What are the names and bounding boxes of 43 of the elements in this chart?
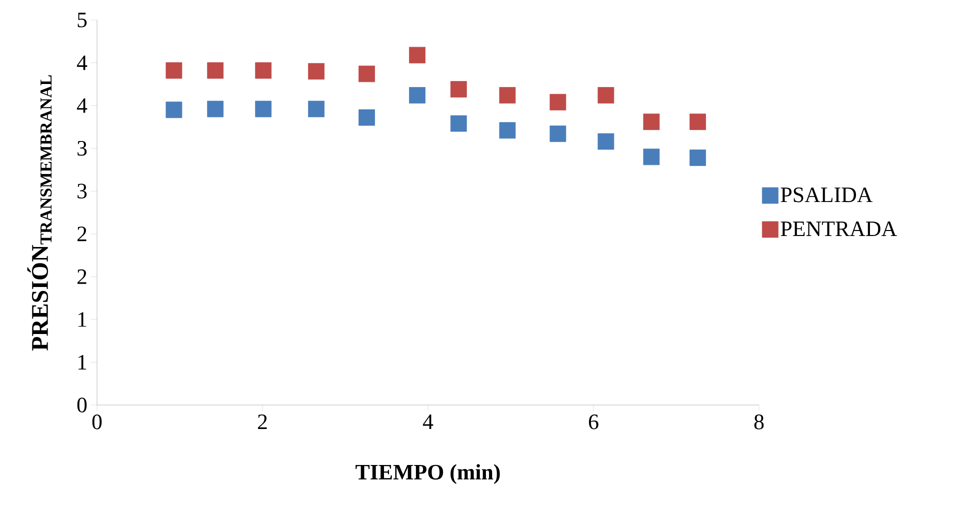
y-tick-label: 4 (76, 56, 88, 70)
point (308, 100, 324, 118)
point (598, 87, 614, 104)
point (207, 62, 224, 79)
point (409, 46, 426, 64)
point (207, 100, 224, 118)
point (255, 62, 272, 79)
point (358, 66, 375, 82)
point (690, 150, 706, 166)
y-tick-label: 3 (78, 140, 87, 156)
x-tick-label: 2 (258, 414, 267, 430)
x-axis-title: TIEMPO (min) (356, 464, 500, 484)
legend-label: PSALIDA (780, 188, 873, 202)
point (598, 133, 614, 150)
y-tick-label: 0 (77, 398, 87, 412)
y-tick-label: 2 (77, 269, 86, 284)
point (643, 114, 660, 130)
point (550, 94, 566, 110)
point (358, 109, 375, 126)
x-tick-label: 0 (92, 414, 102, 430)
y-tick-label: 5 (78, 12, 87, 28)
point (499, 87, 516, 104)
y-tick-label: 4 (76, 98, 88, 113)
y-tick-label: 1 (78, 312, 86, 327)
point (255, 100, 272, 118)
x-tick-label: 8 (754, 414, 764, 430)
point (550, 126, 566, 142)
point (409, 87, 426, 104)
x-tick-label: 6 (588, 414, 598, 430)
x-tick-label: 4 (422, 414, 434, 429)
point (166, 62, 182, 79)
point (499, 122, 516, 139)
point (643, 148, 660, 166)
y-tick-label: 2 (77, 226, 86, 242)
point (450, 81, 467, 98)
point (308, 63, 324, 80)
legend-label: PENTRADA (780, 222, 897, 236)
point (690, 114, 706, 130)
y-tick-label: 1 (78, 354, 86, 370)
y-axis-title: $\textbf{PRESIÓN}_{\textbf{TRANSMEMBRANAL}}$ (27, 75, 52, 351)
point (166, 102, 182, 118)
y-tick-label: 3 (78, 184, 87, 198)
point (450, 115, 467, 132)
